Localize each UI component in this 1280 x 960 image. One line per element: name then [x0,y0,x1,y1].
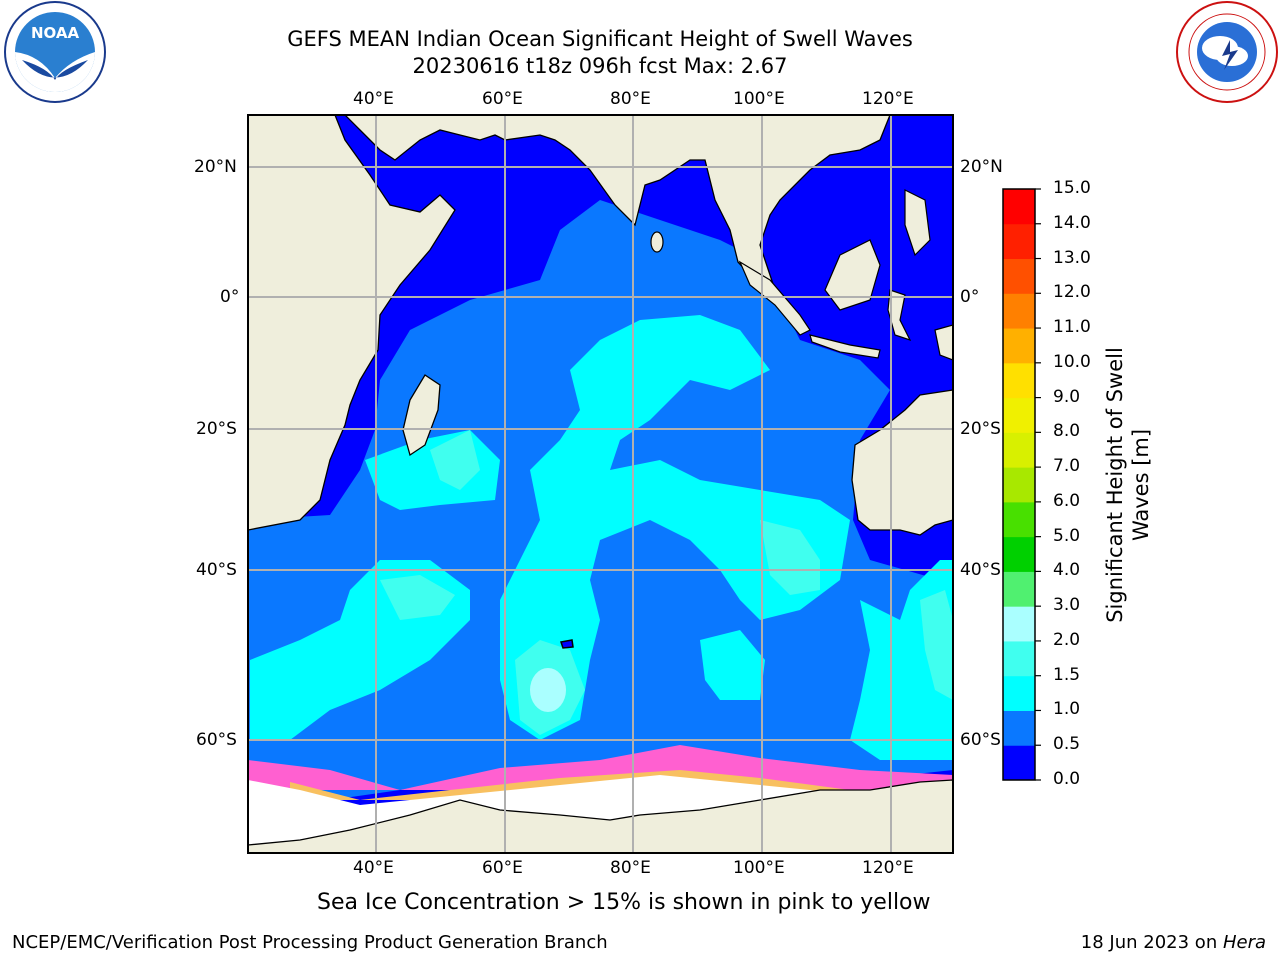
swell-band-1-5-2-0-d [380,575,455,620]
lon-top-label-40: 40°E [353,89,394,109]
nws-logo-icon [1176,1,1278,103]
swell-band-2-0-3-0 [530,668,566,712]
footer-machine: Hera [1222,932,1266,953]
colorbar-segment [1003,606,1035,642]
colorbar-label: Significant Height of Swell Waves [m] [1102,347,1154,623]
colorbar-tick-label: 11.0 [1053,317,1091,338]
footer-date: 18 Jun 2023 on Hera [1081,932,1266,953]
colorbar-segment [1003,571,1035,607]
colorbar-segment [1003,710,1035,746]
lat-right-label-0: 0° [960,287,980,307]
lon-bottom-label-120: 120°E [862,858,914,878]
colorbar-tick-label: 4.0 [1053,560,1081,581]
colorbar-label-line1: Significant Height of Swell [1103,347,1127,623]
lon-top-label-80: 80°E [610,89,651,109]
colorbar-segment [1003,258,1035,294]
land-java [809,334,881,359]
map-frame [247,114,954,854]
colorbar-segment [1003,189,1035,225]
colorbar-tick-label: 5.0 [1053,525,1081,546]
colorbar-tick-label: 0.0 [1053,769,1081,789]
land-sulawesi [887,289,912,342]
colorbar-segment [1003,640,1035,677]
colorbar-frame [1002,188,1036,781]
colorbar-segment [1003,501,1035,538]
lon-bottom-label-60: 60°E [482,858,523,878]
colorbar [1003,188,1041,781]
land-madagascar [402,374,441,457]
swell-band-1-5-2-0-a [430,430,480,490]
colorbar-tick-label: 0.5 [1053,734,1081,755]
colorbar-tick-label: 10.0 [1053,351,1091,372]
land-sri-lanka [650,231,664,253]
footer-date-text: 18 Jun 2023 on [1080,932,1223,953]
colorbar-tick-label: 12.0 [1053,282,1091,303]
lat-left-label-60s: 60°S [196,730,237,750]
noaa-logo-icon: NOAA [4,1,106,103]
colorbar-tick-label: 2.0 [1053,629,1081,650]
noaa-logo-text: NOAA [31,24,80,42]
lat-left-label-20n: 20°N [194,157,237,177]
land-philippines [904,189,931,257]
lon-bottom-label-100: 100°E [733,858,785,878]
lat-left-label-0: 0° [220,287,240,307]
land-antarctica [248,779,953,853]
colorbar-label-line2: Waves [m] [1129,428,1153,542]
colorbar-segment [1003,432,1035,468]
colorbar-segment [1003,536,1035,572]
swell-band-1-0-1-5-center [500,315,850,740]
lat-right-label-60s: 60°S [960,730,1001,750]
colorbar-tick-label: 13.0 [1053,247,1091,268]
colorbar-segment [1003,328,1035,364]
colorbar-segment [1003,467,1035,503]
chart-title-line2: 20230616 t18z 096h fcst Max: 2.67 [412,54,788,78]
colorbar-tick-label: 6.0 [1053,490,1081,511]
lat-right-label-20n: 20°N [960,157,1003,177]
chart-title-line1: GEFS MEAN Indian Ocean Significant Heigh… [287,27,913,51]
lon-top-label-60: 60°E [482,89,523,109]
colorbar-tick-label: 7.0 [1053,456,1081,477]
map-panel [248,115,953,853]
swell-band-1-5-2-0-e [920,590,953,700]
lat-right-label-40s: 40°S [960,560,1001,580]
sea-ice-fringe [248,745,953,790]
colorbar-segment [1003,397,1035,433]
colorbar-tick-label: 1.5 [1053,664,1081,685]
lon-top-label-120: 120°E [862,89,914,109]
colorbar-segment [1003,362,1035,399]
lon-top-label-100: 100°E [733,89,785,109]
map-gridlines [248,115,953,853]
lon-bottom-label-80: 80°E [610,858,651,878]
land-borneo [824,239,881,311]
sea-ice-caption: Sea Ice Concentration > 15% is shown in … [317,890,931,915]
colorbar-tick-label: 15.0 [1053,178,1091,198]
colorbar-tick-label: 8.0 [1053,421,1081,442]
lat-left-label-20s: 20°S [196,419,237,439]
colorbar-tick-label: 14.0 [1053,212,1091,233]
colorbar-tick-label: 1.0 [1053,699,1081,720]
colorbar-tick-label: 3.0 [1053,595,1081,616]
lat-left-label-40s: 40°S [196,560,237,580]
land-africa [248,115,456,531]
colorbar-segment [1003,223,1035,260]
land-australia [851,389,953,536]
colorbar-segment [1003,675,1035,711]
swell-band-1-0-1-5-middle [700,630,765,700]
lat-right-label-20s: 20°S [960,419,1001,439]
colorbar-tick-label: 9.0 [1053,386,1081,407]
lon-bottom-label-40: 40°E [353,858,394,878]
land-sumatra [738,260,811,336]
swell-band-1-5-2-0-b [760,520,820,595]
land-kerguelen [560,639,574,649]
footer-branch: NCEP/EMC/Verification Post Processing Pr… [12,932,608,953]
colorbar-segment [1003,293,1035,329]
colorbar-segment [1003,745,1035,781]
land-new-guinea [934,324,953,361]
